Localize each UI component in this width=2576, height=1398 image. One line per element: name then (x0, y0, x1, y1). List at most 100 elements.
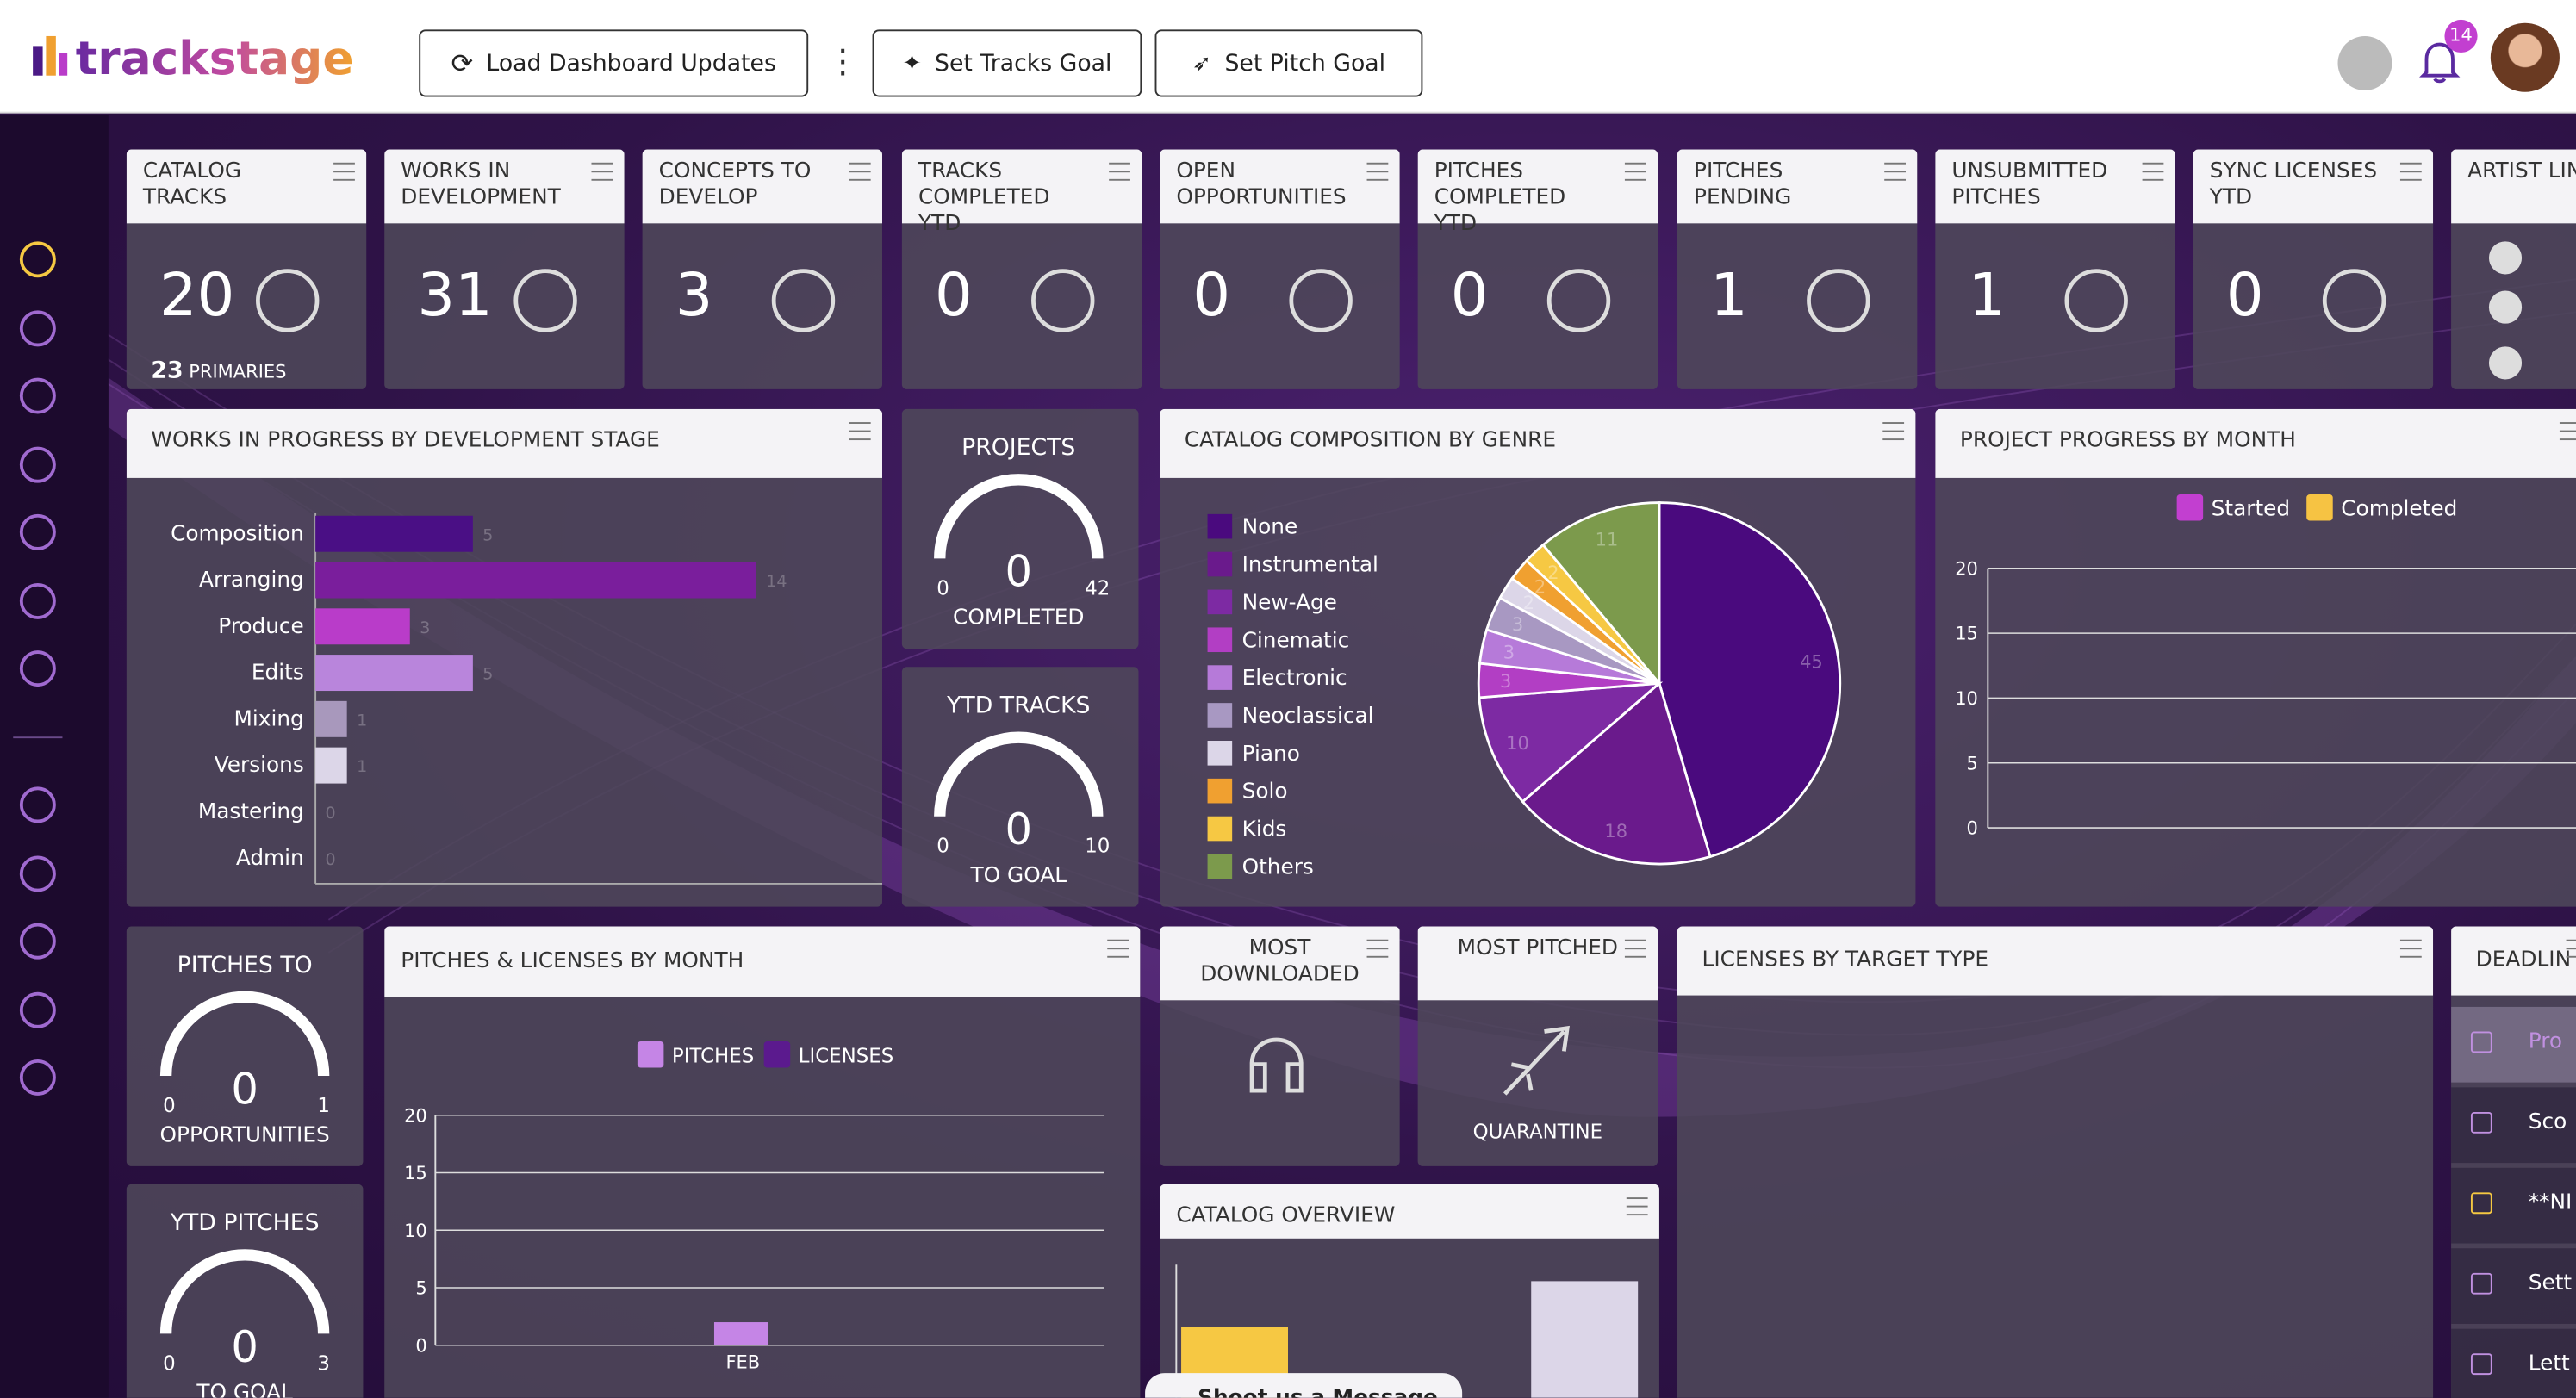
notification-badge: 14 (2444, 19, 2478, 53)
panel: MOST PITCHED QUARANTINE (1417, 926, 1658, 1166)
panel-menu[interactable] (2566, 939, 2576, 958)
panel-title: PITCHES COMPLETED YTD (1417, 149, 1658, 237)
panel: DEADLIN Pro Sco **NI Sett Lett (2451, 926, 2576, 1398)
deadline-icon (2470, 1111, 2492, 1134)
panel-title: PITCHES PENDING (1677, 149, 1918, 224)
deadline-text: **NI (2528, 1190, 2573, 1216)
panel: UNSUBMITTED PITCHES 1 (1935, 149, 2175, 389)
panel (901, 667, 1139, 907)
sparkle-icon: ✦ (902, 50, 922, 77)
sidebar-icons (13, 241, 63, 1096)
panel-title: CONCEPTS TO DEVELOP (642, 149, 882, 224)
deadline-row[interactable]: **NI (2451, 1167, 2576, 1244)
panel-title: DEADLIN (2451, 926, 2576, 996)
deadline-text: Sco (2528, 1110, 2567, 1135)
panel-menu[interactable] (1884, 162, 1906, 181)
nav-icon (19, 786, 56, 823)
panel-menu[interactable] (2399, 162, 2422, 181)
panel: CATALOG TRACKS 20 23 PRIMARIES (126, 149, 367, 389)
sub-value: 23 (151, 357, 184, 385)
panel-menu[interactable] (333, 162, 355, 181)
panel-menu[interactable] (1882, 422, 1905, 441)
deadline-icon (2470, 1353, 2492, 1376)
panel-title: TRACKS COMPLETED YTD (901, 149, 1142, 237)
set-pitch-goal-button[interactable]: ➶ Set Pitch Goal (1154, 29, 1423, 97)
panel-menu[interactable] (849, 162, 871, 181)
stat-value: 31 (417, 263, 493, 331)
panel: ARTIST LINKS (2451, 149, 2576, 389)
panel-title: LICENSES BY TARGET TYPE (1677, 926, 2434, 996)
deadline-row[interactable]: Sco (2451, 1087, 2576, 1164)
deadline-text: Lett (2528, 1351, 2570, 1376)
panel-menu[interactable] (1366, 162, 1389, 181)
panel: WORKS IN DEVELOPMENT 31 (384, 149, 625, 389)
panel-title: ARTIST LINKS (2451, 149, 2576, 224)
button-label: Set Pitch Goal (1224, 50, 1386, 77)
panel-menu[interactable] (2399, 939, 2422, 958)
stat-value: 1 (1968, 263, 2007, 331)
panel-menu[interactable] (1107, 939, 1129, 958)
nav-icon (19, 650, 56, 687)
panel: OPEN OPPORTUNITIES 0 (1160, 149, 1400, 389)
panel-title: WORKS IN DEVELOPMENT (384, 149, 625, 224)
panel-title: CATALOG COMPOSITION BY GENRE (1160, 408, 1916, 478)
deadline-row[interactable]: Sett (2451, 1248, 2576, 1324)
deadline-icon (2470, 1192, 2492, 1215)
panel: CATALOG COMPOSITION BY GENRE (1160, 408, 1916, 907)
set-tracks-goal-button[interactable]: ✦ Set Tracks Goal (872, 29, 1142, 97)
nav-icon (19, 241, 56, 278)
nav-icon (19, 377, 56, 414)
deadline-row[interactable]: Pro (2451, 1006, 2576, 1083)
deadline-row[interactable]: Lett (2451, 1328, 2576, 1398)
sub-label: PRIMARIES (189, 361, 287, 383)
deadline-icon (2470, 1031, 2492, 1053)
load-updates-button[interactable]: ⟳ Load Dashboard Updates (419, 29, 809, 97)
panel-title: PITCHES & LICENSES BY MONTH (384, 926, 1141, 997)
deadline-icon (2470, 1272, 2492, 1295)
panel: CONCEPTS TO DEVELOP 3 (642, 149, 882, 389)
nav-icon (19, 991, 56, 1028)
panel-title: WORKS IN PROGRESS BY DEVELOPMENT STAGE (126, 408, 882, 478)
nav-icon (19, 310, 56, 347)
panel: WORKS IN PROGRESS BY DEVELOPMENT STAGE (126, 408, 882, 907)
nav-icon (19, 446, 56, 483)
stat-value: 0 (1450, 263, 1489, 331)
panel: PITCHES PENDING 1 (1677, 149, 1918, 389)
panel-menu[interactable] (1626, 1197, 1648, 1216)
deadline-text: Sett (2528, 1271, 2573, 1296)
deadline-text: Pro (2528, 1029, 2563, 1055)
panel-title: MOST PITCHED (1417, 926, 1658, 1001)
more-menu[interactable]: ⋮ (826, 40, 860, 81)
avatar[interactable] (2490, 22, 2560, 92)
logo: trackstage (76, 29, 354, 89)
nav-icon (19, 855, 56, 892)
stat-sub: 23 PRIMARIES (151, 358, 286, 385)
nav-icon (19, 513, 56, 550)
panel-menu[interactable] (849, 422, 871, 441)
stat-value: 20 (159, 263, 235, 331)
panel-menu[interactable] (2559, 422, 2576, 441)
panel: MOST DOWNLOADED (1160, 926, 1400, 1166)
button-label: Set Tracks Goal (935, 50, 1112, 77)
panel: TRACKS COMPLETED YTD 0 (901, 149, 1142, 389)
panel-menu[interactable] (591, 162, 613, 181)
nav-icon (19, 923, 56, 960)
panel: LICENSES BY TARGET TYPE (1677, 926, 2434, 1398)
panel (901, 408, 1139, 649)
chat-widget[interactable]: Shoot us a Message (1145, 1373, 1463, 1398)
nav-icon (19, 1059, 56, 1096)
rocket-icon: ➶ (1192, 50, 1212, 77)
panel: PITCHES COMPLETED YTD 0 (1417, 149, 1658, 389)
panel-menu[interactable] (2142, 162, 2164, 181)
panel-menu[interactable] (1366, 939, 1389, 958)
nav-icon (19, 582, 56, 619)
panel: CATALOG OVERVIEW (1160, 1184, 1659, 1398)
panel-menu[interactable] (1624, 162, 1646, 181)
sync-button[interactable] (2337, 35, 2392, 90)
panel-title: OPEN OPPORTUNITIES (1160, 149, 1400, 224)
notifications-button[interactable] (2418, 40, 2461, 85)
panel-menu[interactable] (1624, 939, 1646, 958)
panel (126, 926, 364, 1166)
panel-menu[interactable] (1109, 162, 1130, 181)
